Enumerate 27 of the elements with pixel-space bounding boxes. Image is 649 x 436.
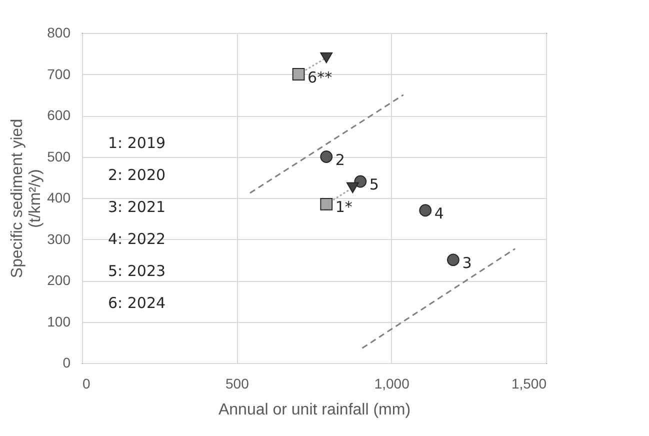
annotation: 3: 2021 (108, 198, 166, 216)
y-tick-label: 800 (47, 24, 71, 40)
y-tick-label: 100 (47, 313, 71, 330)
y-tick-label: 300 (47, 230, 71, 247)
x-axis-title: Annual or unit rainfall (mm) (218, 402, 411, 418)
x-tick-label: 1,500 (511, 376, 547, 392)
y-tick-label: 500 (47, 148, 71, 164)
annotation: 1: 2019 (108, 134, 166, 152)
annotation: 4 (434, 204, 444, 222)
annotation: 2 (335, 150, 345, 169)
y-axis-title: Specific sediment yied (t/km²/y) (9, 118, 44, 278)
y-tick-label: 400 (47, 190, 71, 206)
annotation: 2: 2020 (108, 166, 166, 184)
annotation: 5 (369, 176, 379, 194)
annotation: 6** (308, 68, 333, 86)
y-tick-label: 0 (62, 354, 71, 370)
annotation: 5: 2023 (108, 262, 166, 280)
y-tick-label: 700 (47, 66, 71, 82)
annotation: 1* (335, 198, 353, 216)
annotation: 3 (462, 254, 472, 272)
x-tick-label: 0 (82, 376, 90, 392)
annotation: 6: 2024 (108, 294, 166, 312)
y-tick-label: 600 (47, 107, 71, 123)
annotation: 4: 2022 (108, 230, 166, 248)
x-tick-label: 1,000 (374, 376, 410, 392)
x-tick-label: 500 (225, 376, 250, 392)
y-tick-label: 200 (47, 272, 71, 288)
